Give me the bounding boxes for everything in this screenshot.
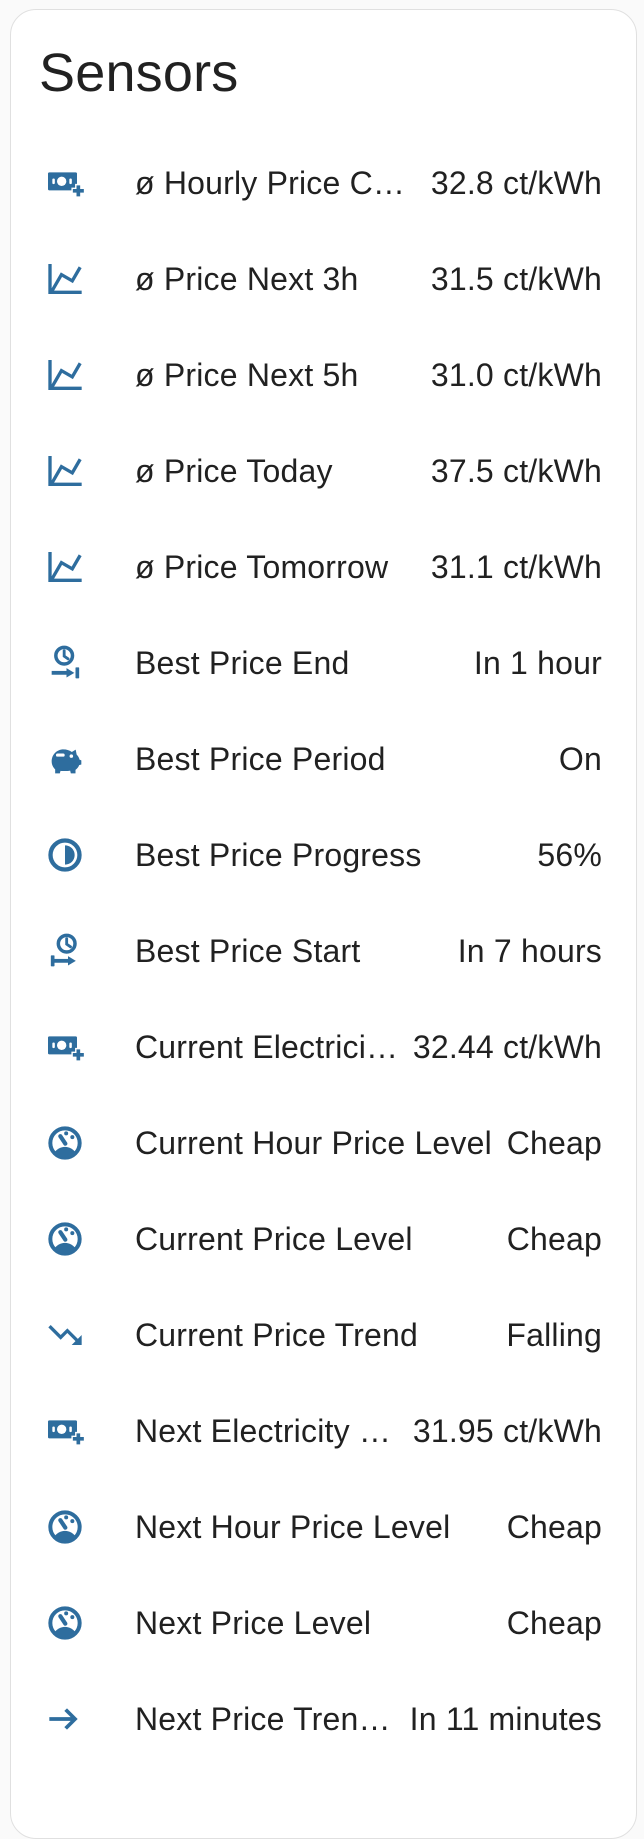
cash-plus-icon [45,163,85,203]
sensor-value: 37.5 ct/kWh [430,452,602,489]
sensor-value: Cheap [506,1124,602,1161]
chart-line-icon [45,547,85,587]
sensor-row[interactable]: Best Price Start In 7 hours [39,903,602,999]
sensor-label: ø Hourly Price Current [135,164,417,201]
sensor-row[interactable]: Best Price End In 1 hour [39,615,602,711]
sensor-value: 56% [537,836,602,873]
sensors-card: Sensors ø Hourly Price Current 32.8 ct/k… [10,9,637,1839]
sensor-label: ø Price Next 3h [135,260,359,297]
sensor-row[interactable]: Next Hour Price Level Cheap [39,1479,602,1575]
sensor-label: ø Price Next 5h [135,356,359,393]
sensor-value: Cheap [506,1604,602,1641]
sensor-value: Cheap [506,1220,602,1257]
chart-line-icon [45,451,85,491]
card-title: Sensors [39,43,239,103]
sensor-label: Next Price Level [135,1604,372,1641]
sensor-label: Next Price Trend Ch… [135,1700,396,1737]
sensor-row[interactable]: ø Price Tomorrow 31.1 ct/kWh [39,519,602,615]
gauge-icon [45,1507,85,1547]
sensor-label: ø Price Today [135,452,333,489]
chart-line-icon [45,355,85,395]
sensor-label: Next Hour Price Level [135,1508,451,1545]
chart-line-icon [45,259,85,299]
sensor-value: Falling [506,1316,602,1353]
piggy-bank-icon [45,739,85,779]
sensor-row[interactable]: Current Hour Price Level Cheap [39,1095,602,1191]
clock-start-icon [45,931,85,971]
sensor-row[interactable]: Best Price Progress 56% [39,807,602,903]
sensor-label: ø Price Tomorrow [135,548,389,585]
sensor-row[interactable]: ø Hourly Price Current 32.8 ct/kWh [39,135,602,231]
sensor-value: 31.5 ct/kWh [430,260,602,297]
sensor-value: 32.8 ct/kWh [430,164,602,201]
sensor-label: Next Electricity Price [135,1412,399,1449]
gauge-icon [45,1123,85,1163]
gauge-icon [45,1219,85,1259]
sensor-label: Current Electricity Pr… [135,1028,399,1065]
sensor-label: Current Price Trend [135,1316,419,1353]
sensor-row[interactable]: Next Electricity Price 31.95 ct/kWh [39,1383,602,1479]
sensor-row[interactable]: ø Price Today 37.5 ct/kWh [39,423,602,519]
clock-end-icon [45,643,85,683]
sensor-row[interactable]: Next Price Trend Ch… In 11 minutes [39,1671,602,1767]
cash-plus-icon [45,1411,85,1451]
sensor-row[interactable]: ø Price Next 5h 31.0 ct/kWh [39,327,602,423]
trending-down-icon [45,1315,85,1355]
sensor-value: On [558,740,602,777]
cash-plus-icon [45,1027,85,1067]
sensor-value: 31.1 ct/kWh [430,548,602,585]
arrow-right-icon [45,1699,85,1739]
sensor-row[interactable]: Current Electricity Pr… 32.44 ct/kWh [39,999,602,1095]
sensor-row[interactable]: Next Price Level Cheap [39,1575,602,1671]
sensor-label: Current Hour Price Level [135,1124,492,1161]
sensor-value: In 11 minutes [409,1700,602,1737]
sensor-label: Best Price Start [135,932,361,969]
sensor-label: Best Price Progress [135,836,422,873]
gauge-icon [45,1603,85,1643]
circle-half-full-icon [45,835,85,875]
sensor-list: ø Hourly Price Current 32.8 ct/kWh ø Pri… [39,135,602,1767]
sensor-value: 31.0 ct/kWh [430,356,602,393]
sensor-row[interactable]: ø Price Next 3h 31.5 ct/kWh [39,231,602,327]
sensor-label: Best Price Period [135,740,386,777]
sensor-label: Current Price Level [135,1220,413,1257]
sensor-row[interactable]: Best Price Period On [39,711,602,807]
sensor-value: 31.95 ct/kWh [412,1412,602,1449]
sensor-value: 32.44 ct/kWh [412,1028,602,1065]
sensor-row[interactable]: Current Price Level Cheap [39,1191,602,1287]
sensor-value: Cheap [506,1508,602,1545]
sensor-label: Best Price End [135,644,350,681]
sensor-value: In 1 hour [473,644,602,681]
sensor-value: In 7 hours [457,932,602,969]
sensor-row[interactable]: Current Price Trend Falling [39,1287,602,1383]
